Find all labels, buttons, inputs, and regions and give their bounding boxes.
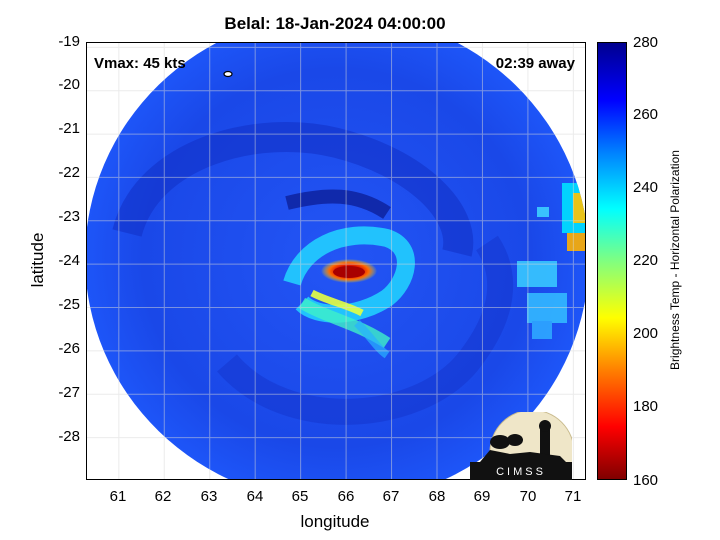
island-marker — [223, 70, 233, 78]
colorbar-tick: 240 — [633, 179, 659, 196]
x-tick: 62 — [154, 488, 172, 505]
y-tick: -19 — [58, 33, 80, 50]
y-tick: -24 — [58, 252, 80, 269]
logo-text: CIMSS — [496, 466, 546, 478]
map-title: Belal: 18-Jan-2024 04:00:00 — [224, 14, 446, 33]
y-tick: -22 — [58, 164, 80, 181]
colorbar-tick: 180 — [633, 398, 659, 415]
x-axis-label: longitude — [300, 512, 370, 531]
cold-core-center — [333, 266, 365, 278]
x-tick: 64 — [246, 488, 264, 505]
convective-band-warm — [310, 289, 364, 317]
colorbar-tick: 200 — [633, 325, 659, 342]
map-gridlines — [87, 43, 585, 479]
x-tick: 66 — [337, 488, 355, 505]
x-tick: 68 — [428, 488, 446, 505]
y-tick: -26 — [58, 340, 80, 357]
colorbar — [597, 42, 627, 480]
spiral-band — [217, 235, 514, 425]
y-tick: -21 — [58, 120, 80, 137]
x-tick: 63 — [200, 488, 218, 505]
y-tick: -20 — [58, 76, 80, 93]
colorbar-tick: 280 — [633, 34, 659, 51]
y-tick: -23 — [58, 208, 80, 225]
y-tick: -28 — [58, 428, 80, 445]
colorbar-tick: 260 — [633, 106, 659, 123]
time-away-label: 02:39 away — [495, 55, 575, 72]
cimss-logo: CIMSS — [470, 412, 572, 480]
vmax-label: Vmax: 45 kts — [94, 55, 186, 72]
map-plot-area: Vmax: 45 kts 02:39 away — [86, 42, 586, 480]
colorbar-label: Brightness Temp - Horizontal Polarizatio… — [668, 150, 682, 370]
convective-band — [283, 226, 415, 323]
convective-tail — [354, 320, 390, 359]
y-tick: -27 — [58, 384, 80, 401]
brightness-temperature-map — [87, 43, 585, 479]
y-tick: -25 — [58, 296, 80, 313]
y-axis-label: latitude — [28, 232, 47, 288]
x-tick: 67 — [382, 488, 400, 505]
colorbar-tick: 220 — [633, 252, 659, 269]
colorbar-tick: 160 — [633, 472, 659, 489]
x-tick: 61 — [109, 488, 127, 505]
spiral-band — [285, 189, 391, 219]
x-tick: 69 — [473, 488, 491, 505]
x-tick: 65 — [291, 488, 309, 505]
x-tick: 70 — [519, 488, 537, 505]
x-tick: 71 — [564, 488, 582, 505]
